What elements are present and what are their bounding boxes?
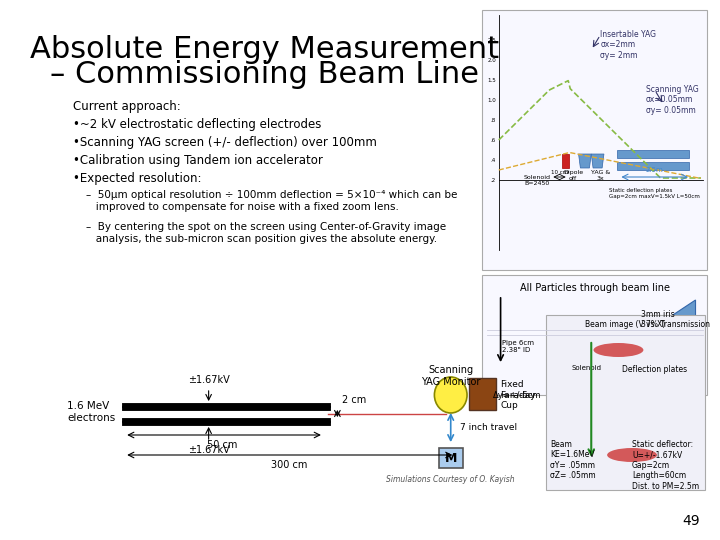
Bar — [546, 315, 705, 490]
Text: •Calibration using Tandem ion accelerator: •Calibration using Tandem ion accelerato… — [73, 154, 323, 167]
Bar — [482, 275, 707, 395]
Text: –  By centering the spot on the screen using Center-of-Gravity image
       anal: – By centering the spot on the screen us… — [73, 222, 446, 244]
Text: 10 cm: 10 cm — [551, 170, 568, 175]
Bar — [469, 378, 496, 410]
Bar — [482, 10, 707, 270]
Text: •Scanning YAG screen (+/- deflection) over 100mm: •Scanning YAG screen (+/- deflection) ov… — [73, 136, 377, 149]
Text: YAG &
3x: YAG & 3x — [590, 170, 610, 181]
Text: 1.0: 1.0 — [487, 98, 496, 103]
Text: Static deflector:
U=+/-1.67kV
Gap=2cm
Length=60cm
Dist. to PM=2.5m: Static deflector: U=+/-1.67kV Gap=2cm Le… — [632, 440, 699, 491]
Text: Beam image (V vs X): Beam image (V vs X) — [585, 320, 665, 329]
Ellipse shape — [607, 448, 657, 462]
Text: 2 cm: 2 cm — [342, 395, 366, 405]
Text: .2: .2 — [491, 178, 496, 183]
Text: ±1.67kV: ±1.67kV — [188, 375, 230, 385]
Circle shape — [434, 377, 467, 413]
Bar — [616, 150, 689, 158]
Text: Dipole
off: Dipole off — [563, 170, 583, 181]
Text: ±1.67kV: ±1.67kV — [188, 445, 230, 455]
Text: •~2 kV electrostatic deflecting electrodes: •~2 kV electrostatic deflecting electrod… — [73, 118, 321, 131]
Text: Beam
KE=1.6MeV
σY= .05mm
σZ= .05mm: Beam KE=1.6MeV σY= .05mm σZ= .05mm — [551, 440, 596, 480]
Bar — [562, 154, 570, 168]
Text: –  50μm optical resolution ÷ 100mm deflection = 5×10⁻⁴ which can be
       impro: – 50μm optical resolution ÷ 100mm deflec… — [73, 190, 457, 212]
Text: All Particles through beam line: All Particles through beam line — [520, 283, 670, 293]
Text: 2.5: 2.5 — [487, 37, 496, 43]
Text: Fixed
Faraday
Cup: Fixed Faraday Cup — [500, 380, 536, 410]
Polygon shape — [650, 300, 696, 360]
Text: 1.6 MeV
electrons: 1.6 MeV electrons — [67, 401, 115, 423]
Text: 50 cm: 50 cm — [207, 440, 238, 450]
Text: Solenoid: Solenoid — [572, 365, 602, 371]
Polygon shape — [579, 154, 591, 168]
Text: 2.5m: 2.5m — [646, 167, 664, 173]
Text: 49: 49 — [682, 514, 700, 528]
Text: 2.0: 2.0 — [487, 57, 496, 63]
Text: Current approach:: Current approach: — [73, 100, 181, 113]
Text: Simulations Courtesy of O. Kayish: Simulations Courtesy of O. Kayish — [387, 475, 515, 484]
Text: 300 cm: 300 cm — [271, 460, 307, 470]
Text: 1.5: 1.5 — [487, 78, 496, 83]
Text: .8: .8 — [491, 118, 496, 123]
Text: Absolute Energy Measurement: Absolute Energy Measurement — [30, 35, 500, 64]
Text: Δy=+/-5cm: Δy=+/-5cm — [493, 390, 541, 400]
Bar — [439, 448, 462, 468]
Bar — [616, 162, 689, 170]
Text: – Commissioning Beam Line: – Commissioning Beam Line — [50, 60, 480, 89]
Text: Scanning
YAG Monitor: Scanning YAG Monitor — [421, 365, 480, 387]
Text: 3mm iris
37% Transmission: 3mm iris 37% Transmission — [641, 310, 710, 329]
Text: Solenoid
B=2450: Solenoid B=2450 — [523, 175, 550, 186]
Text: Static deflection plates
Gap=2cm maxV=1.5kV L=50cm: Static deflection plates Gap=2cm maxV=1.… — [609, 188, 701, 199]
Ellipse shape — [593, 343, 644, 357]
Text: .6: .6 — [491, 138, 496, 143]
Text: .4: .4 — [491, 158, 496, 163]
Text: •Expected resolution:: •Expected resolution: — [73, 172, 201, 185]
Text: Scanning YAG
σx=0.05mm
σy= 0.05mm: Scanning YAG σx=0.05mm σy= 0.05mm — [646, 85, 698, 115]
Text: 7 inch travel: 7 inch travel — [460, 422, 517, 431]
Text: Insertable YAG
σx=2mm
σy= 2mm: Insertable YAG σx=2mm σy= 2mm — [600, 30, 657, 60]
Text: Deflection plates: Deflection plates — [622, 365, 688, 374]
Polygon shape — [591, 154, 604, 168]
Text: M: M — [444, 451, 457, 464]
Text: Pipe 6cm
2.38" ID: Pipe 6cm 2.38" ID — [503, 341, 534, 354]
